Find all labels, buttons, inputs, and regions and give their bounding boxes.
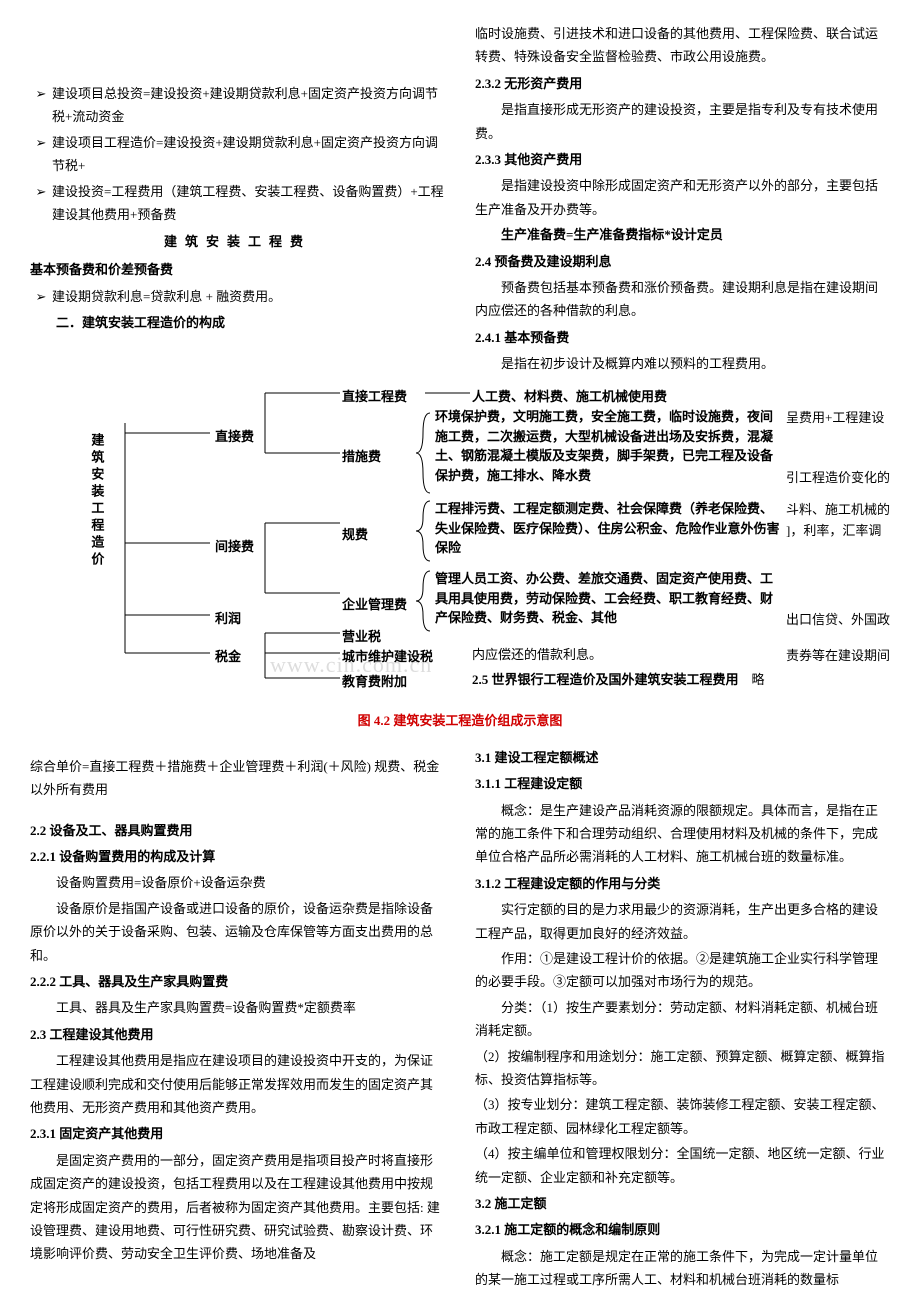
h321: 3.2.1 施工定额的概念和编制原则 (475, 1218, 890, 1241)
l1-indirect: 间接费 (215, 535, 254, 558)
basic-reserve-heading: 基本预备费和价差预备费 (30, 258, 445, 281)
side5: 出口信贷、外国政 (786, 609, 890, 631)
l2-edu: 教育费附加 (342, 670, 407, 693)
h25s: 略 (752, 672, 765, 687)
bullet-marker: ➢ (30, 285, 52, 308)
l2-gui: 规费 (342, 523, 368, 546)
h232: 2.3.2 无形资产费用 (475, 72, 890, 95)
p232: 是指直接形成无形资产的建设投资，主要是指专利及专有技术使用费。 (475, 98, 890, 145)
side2: 引工程造价变化的 (786, 467, 890, 489)
l2-measure: 措施费 (342, 445, 381, 468)
bullet-3: ➢ 建设投资=工程费用（建筑工程费、安装工程费、设备购置费）+工程建设其他费用+… (30, 180, 445, 227)
p311: 概念：是生产建设产品消耗资源的限额规定。具体而言，是指在正常的施工条件下和合理劳… (475, 799, 890, 869)
bullet-marker: ➢ (30, 180, 52, 227)
h312: 3.1.2 工程建设定额的作用与分类 (475, 872, 890, 895)
bullet-1: ➢ 建设项目总投资=建设投资+建设期贷款利息+固定资产投资方向调节税+流动资金 (30, 82, 445, 129)
bullet-text: 建设期贷款利息=贷款利息 + 融资费用。 (52, 285, 445, 308)
l1-profit: 利润 (215, 607, 241, 630)
l1-tax: 税金 (215, 645, 241, 668)
p312e: （3）按专业划分：建筑工程定额、装饰装修工程定额、安装工程定额、市政工程定额、园… (475, 1093, 890, 1140)
diagram: 建筑安装工程造价 直接费 间接费 利润 税金 直接工程费 措施费 规费 企业管理… (30, 383, 890, 703)
l2-enterprise: 企业管理费 (342, 593, 407, 616)
bullet-text: 建设项目工程造价=建设投资+建设期贷款利息+固定资产投资方向调节税+ (52, 131, 445, 178)
bottom-left-col: 综合单价=直接工程费＋措施费＋企业管理费＋利润(＋风险) 规费、税金以外所有费用… (30, 743, 445, 1294)
bullet-marker: ➢ (30, 131, 52, 178)
h231: 2.3.1 固定资产其他费用 (30, 1122, 445, 1145)
p233: 是指建设投资中除形成固定资产和无形资产以外的部分，主要包括生产准备及开办费等。 (475, 174, 890, 221)
bullet-4: ➢ 建设期贷款利息=贷款利息 + 融资费用。 (30, 285, 445, 308)
p321: 概念：施工定额是规定在正常的施工条件下，为完成一定计量单位的某一施工过程或工序所… (475, 1245, 890, 1292)
l1-direct: 直接费 (215, 425, 254, 448)
side4: ]，利率，汇率调 (786, 520, 881, 542)
h25: 2.5 世界银行工程造价及国外建筑安装工程费用 (472, 672, 739, 687)
p222: 工具、器具及生产家具购置费=设备购置费*定额费率 (30, 996, 445, 1019)
p24: 预备费包括基本预备费和涨价预备费。建设期利息是指在建设期间内应偿还的各种借款的利… (475, 276, 890, 323)
t-measure: 环境保护费，文明施工费，安全施工费，临时设施费，夜间施工费，二次搬运费，大型机械… (435, 407, 775, 485)
top-right-col: 临时设施费、引进技术和进口设备的其他费用、工程保险费、联合试运转费、特殊设备安全… (475, 20, 890, 377)
p312d: （2）按编制程序和用途划分：施工定额、预算定额、概算定额、概算指标、投资估算指标… (475, 1045, 890, 1092)
section-2-title: 二．建筑安装工程造价的构成 (30, 311, 445, 334)
bullet-text: 建设投资=工程费用（建筑工程费、安装工程费、设备购置费）+工程建设其他费用+预备… (52, 180, 445, 227)
h311: 3.1.1 工程建设定额 (475, 772, 890, 795)
top-section: ➢ 建设项目总投资=建设投资+建设期贷款利息+固定资产投资方向调节税+流动资金 … (30, 20, 890, 377)
diagram-caption: 图 4.2 建筑安装工程造价组成示意图 (30, 709, 890, 732)
h241: 2.4.1 基本预备费 (475, 326, 890, 349)
h233: 2.3.3 其他资产费用 (475, 148, 890, 171)
vert-label: 建筑安装工程造价 (85, 433, 108, 569)
h221: 2.2.1 设备购置费用的构成及计算 (30, 845, 445, 868)
h31: 3.1 建设工程定额概述 (475, 746, 890, 769)
p312b: 作用：①是建设工程计价的依据。②是建筑施工企业实行科学管理的必要手段。③定额可以… (475, 947, 890, 994)
p241: 是指在初步设计及概算内难以预料的工程费用。 (475, 352, 890, 375)
t-qiye: 管理人员工资、办公费、差旅交通费、固定资产使用费、工具用具使用费，劳动保险费、工… (435, 569, 775, 628)
side6: 责券等在建设期间 (786, 645, 890, 667)
bottom-section: 综合单价=直接工程费＋措施费＋企业管理费＋利润(＋风险) 规费、税金以外所有费用… (30, 743, 890, 1294)
bottom-right-col: 3.1 建设工程定额概述 3.1.1 工程建设定额 概念：是生产建设产品消耗资源… (475, 743, 890, 1294)
side1: 呈费用+工程建设 (786, 407, 884, 429)
p23: 工程建设其他费用是指应在建设项目的建设投资中开支的，为保证工程建设顺利完成和交付… (30, 1049, 445, 1119)
bullet-2: ➢ 建设项目工程造价=建设投资+建设期贷款利息+固定资产投资方向调节税+ (30, 131, 445, 178)
h22: 2.2 设备及工、器具购置费用 (30, 819, 445, 842)
t-tax: 内应偿还的借款利息。 (472, 645, 602, 665)
p312a: 实行定额的目的是力求用最少的资源消耗，生产出更多合格的建设工程产品，取得更加良好… (475, 898, 890, 945)
bullet-marker: ➢ (30, 82, 52, 129)
h23: 2.3 工程建设其他费用 (30, 1023, 445, 1046)
p233b: 生产准备费=生产准备费指标*设计定员 (475, 223, 890, 246)
l2-direct-eng: 直接工程费 (342, 385, 407, 408)
t-direct: 人工费、材料费、施工机械使用费 (472, 385, 667, 408)
p312c: 分类：（1）按生产要素划分：劳动定额、材料消耗定额、机械台班消耗定额。 (475, 996, 890, 1043)
p221b: 设备原价是指国产设备或进口设备的原价，设备运杂费是指除设备原价以外的关于设备采购… (30, 897, 445, 967)
p221a: 设备购置费用=设备原价+设备运杂费 (30, 871, 445, 894)
p231: 是固定资产费用的一部分，固定资产费用是指项目投产时将直接形成固定资产的建设投资，… (30, 1149, 445, 1266)
p-top-r1: 临时设施费、引进技术和进口设备的其他费用、工程保险费、联合试运转费、特殊设备安全… (475, 22, 890, 69)
spaced-title: 建筑安装工程费 (30, 230, 445, 253)
bullet-text: 建设项目总投资=建设投资+建设期贷款利息+固定资产投资方向调节税+流动资金 (52, 82, 445, 129)
h24: 2.4 预备费及建设期利息 (475, 250, 890, 273)
p312f: （4）按主编单位和管理权限划分：全国统一定额、地区统一定额、行业统一定额、企业定… (475, 1142, 890, 1189)
h222: 2.2.2 工具、器具及生产家具购置费 (30, 970, 445, 993)
h32: 3.2 施工定额 (475, 1192, 890, 1215)
p-comp: 综合单价=直接工程费＋措施费＋企业管理费＋利润(＋风险) 规费、税金以外所有费用 (30, 755, 445, 802)
side3: 斗料、施工机械的 (786, 499, 890, 521)
l2-city-tax: 城市维护建设税 (342, 645, 433, 668)
t-gui: 工程排污费、工程定额测定费、社会保障费（养老保险费、失业保险费、医疗保险费）、住… (435, 499, 785, 558)
top-left-col: ➢ 建设项目总投资=建设投资+建设期贷款利息+固定资产投资方向调节税+流动资金 … (30, 20, 445, 377)
